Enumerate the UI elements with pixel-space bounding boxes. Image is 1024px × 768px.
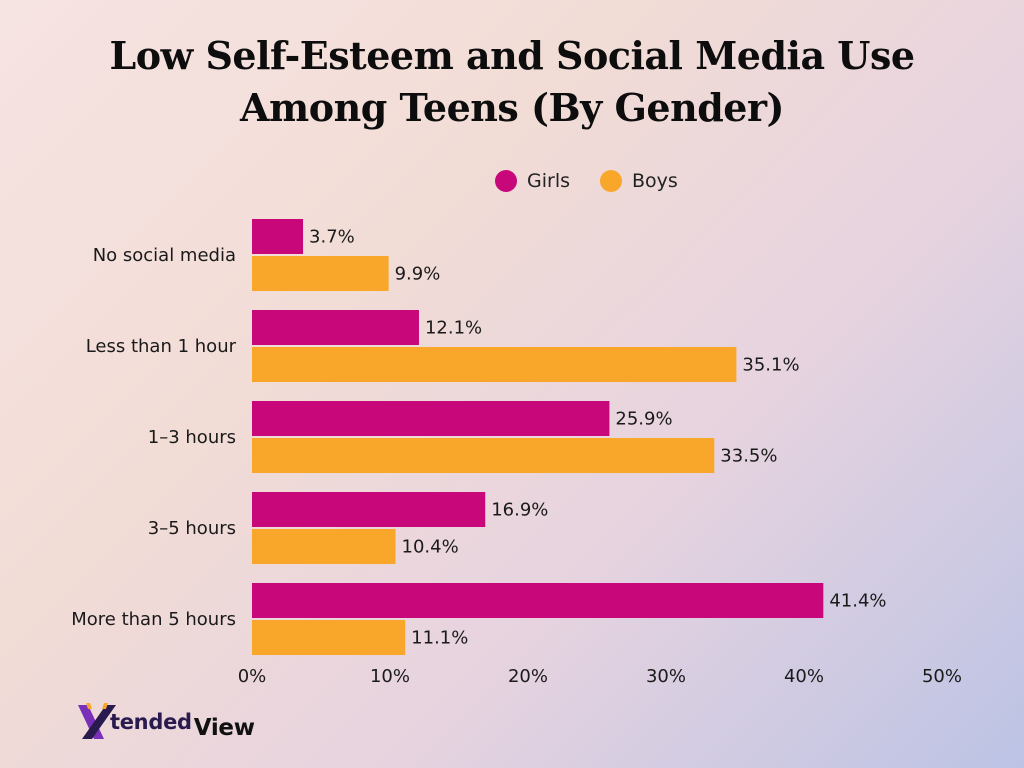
data-label-girls: 16.9% (491, 500, 548, 521)
category-label: 3–5 hours (148, 518, 236, 539)
data-label-girls: 25.9% (615, 409, 672, 430)
category-label: More than 5 hours (71, 609, 236, 630)
bar-girls (252, 219, 304, 254)
chart-title-line-1: Low Self-Esteem and Social Media Use (109, 33, 915, 78)
logo-text-view: View (193, 715, 255, 741)
x-tick-label: 20% (508, 666, 548, 687)
x-tick-label: 40% (784, 666, 824, 687)
logo-wordmark: tendedView (110, 709, 255, 741)
x-tick-label: 10% (370, 666, 410, 687)
bar-chart: No social media 3.7% 9.9% Less than 1 hour 1… (71, 219, 962, 687)
bar-boys (252, 620, 406, 655)
x-tick-label: 0% (238, 666, 267, 687)
brand-logo: tendedView (76, 700, 255, 744)
data-label-girls: 12.1% (425, 318, 482, 339)
chart-title: Low Self-Esteem and Social Media Use Amo… (0, 30, 1024, 134)
data-label-boys: 33.5% (720, 446, 777, 467)
data-label-boys: 9.9% (395, 264, 441, 285)
bar-boys (252, 529, 396, 564)
bar-boys (252, 347, 737, 382)
category-label: 1–3 hours (148, 427, 236, 448)
data-label-girls: 41.4% (829, 591, 886, 612)
legend-item-girls: Girls (495, 170, 570, 192)
x-tick-label: 50% (922, 666, 962, 687)
category-label: Less than 1 hour (86, 336, 237, 357)
data-label-boys: 10.4% (402, 537, 459, 558)
chart-title-line-2: Among Teens (By Gender) (240, 85, 784, 130)
bar-boys (252, 256, 389, 291)
legend-item-boys: Boys (600, 170, 678, 192)
bar-girls (252, 583, 824, 618)
logo-x-icon (76, 701, 118, 743)
legend-label-girls: Girls (527, 170, 570, 192)
bar-girls (252, 310, 419, 345)
bar-girls (252, 401, 610, 436)
x-tick-label: 30% (646, 666, 686, 687)
data-label-boys: 35.1% (742, 355, 799, 376)
data-label-girls: 3.7% (309, 227, 355, 248)
bar-boys (252, 438, 715, 473)
bar-girls (252, 492, 486, 527)
data-label-boys: 11.1% (411, 628, 468, 649)
legend-swatch-girls (495, 170, 517, 192)
chart-legend: Girls Boys (495, 168, 708, 194)
legend-label-boys: Boys (632, 170, 678, 192)
category-label: No social media (93, 245, 236, 266)
logo-text-tended: tended (110, 710, 192, 734)
legend-swatch-boys (600, 170, 622, 192)
